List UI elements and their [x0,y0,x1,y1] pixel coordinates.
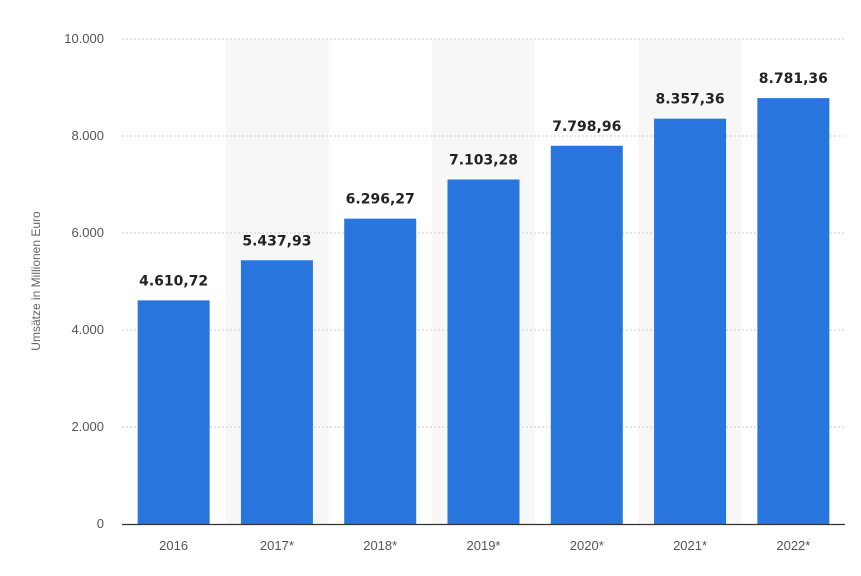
bars [137,98,830,525]
data-labels: 4.610,72 5.437,93 6.296,27 7.103,28 7.798,96… [139,71,828,289]
x-tick-label: 2017* [260,538,294,553]
x-tick-label: 2020* [570,538,604,553]
x-tick-label: 2018* [363,538,397,553]
y-tick-label: 0 [97,516,104,531]
y-axis-ticks: 0 2.000 4.000 6.000 8.000 10.000 [64,31,104,531]
y-tick-label: 4.000 [71,322,104,337]
x-tick-label: 2022* [776,538,810,553]
y-tick-label: 2.000 [71,419,104,434]
bar [240,260,313,524]
data-label: 8.357,36 [656,92,725,108]
data-label: 8.781,36 [759,71,828,87]
y-tick-label: 10.000 [64,31,104,46]
data-label: 6.296,27 [346,192,415,208]
bar [344,218,417,524]
data-label: 7.103,28 [449,152,518,168]
bar [447,179,520,525]
bar [757,98,830,525]
y-tick-label: 6.000 [71,225,104,240]
y-axis-label: Umsätze in Millionen Euro [29,211,43,351]
x-tick-label: 2021* [673,538,707,553]
data-label: 7.798,96 [552,119,621,135]
x-tick-label: 2019* [467,538,501,553]
x-tick-label: 2016 [159,538,188,553]
bar [654,118,727,525]
bar [550,145,623,525]
y-tick-label: 8.000 [71,128,104,143]
x-axis-ticks: 2016 2017* 2018* 2019* 2020* 2021* 2022* [159,538,810,553]
data-label: 4.610,72 [139,273,208,289]
bar [137,300,210,524]
data-label: 5.437,93 [242,233,311,249]
